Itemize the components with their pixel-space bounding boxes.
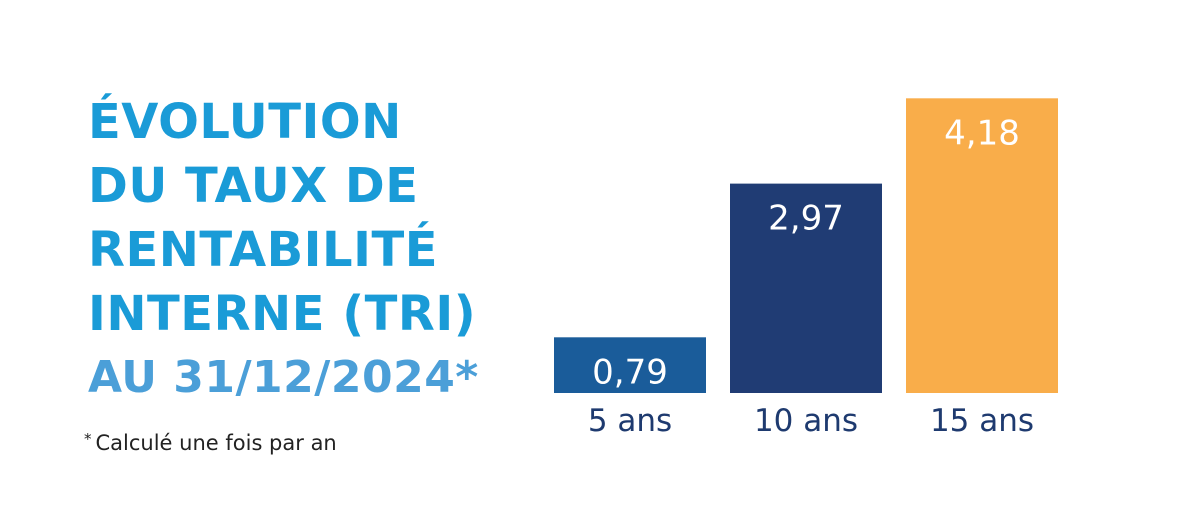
category-label-15-ans: 15 ans <box>930 403 1034 439</box>
title-line-2: DU TAUX DE <box>88 158 419 214</box>
chart-title: ÉVOLUTION DU TAUX DE RENTABILITÉ INTERNE… <box>88 90 528 410</box>
bar-10-ans <box>730 183 882 393</box>
value-label-10-ans: 2,97 <box>768 199 844 239</box>
value-label-15-ans: 4,18 <box>944 113 1020 153</box>
bar-5-ans <box>554 337 706 393</box>
footnote: * Calculé une fois par an <box>84 430 337 455</box>
title-line-1: ÉVOLUTION <box>88 94 402 150</box>
title-line-3: RENTABILITÉ <box>88 222 439 278</box>
footnote-star: * <box>84 430 92 448</box>
bar-15-ans <box>906 98 1058 393</box>
title-line-4: INTERNE (TRI) <box>88 286 477 342</box>
value-label-5-ans: 0,79 <box>592 352 668 392</box>
category-label-5-ans: 5 ans <box>588 403 672 439</box>
category-label-10-ans: 10 ans <box>754 403 858 439</box>
footnote-text: Calculé une fois par an <box>95 431 337 455</box>
title-date-line: AU 31/12/2024* <box>88 352 479 403</box>
